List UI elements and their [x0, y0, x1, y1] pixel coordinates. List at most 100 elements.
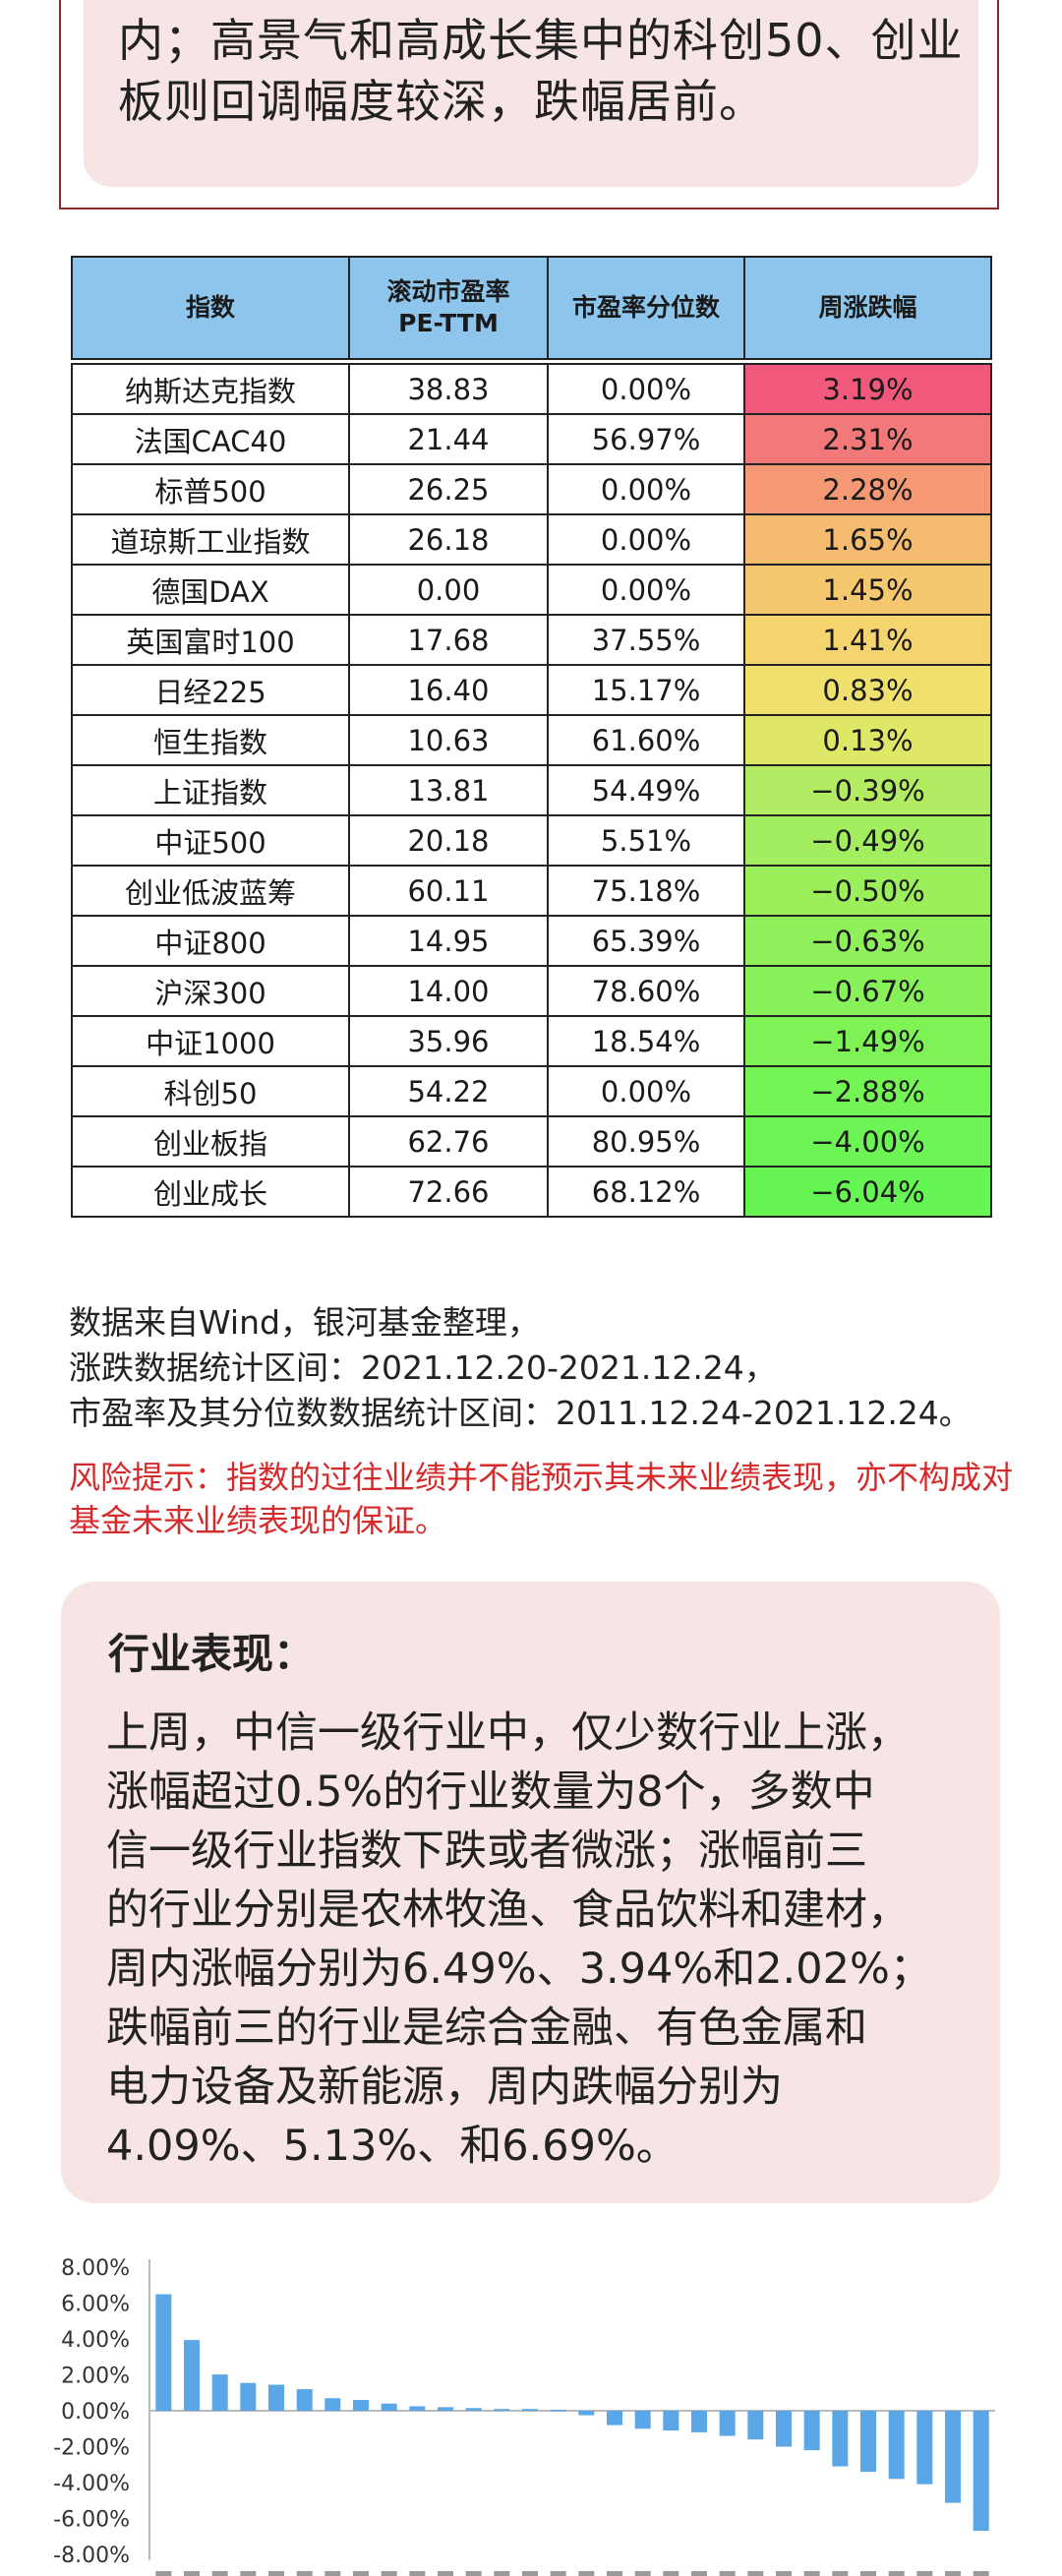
- cell-pe: 62.76: [348, 1115, 549, 1168]
- y-tick-label: -4.00%: [53, 2472, 130, 2496]
- category-label-stub: [409, 2571, 426, 2576]
- cell-index-name: 德国DAX: [71, 564, 350, 616]
- industry-line: 电力设备及新能源，周内跌幅分别为: [106, 2063, 783, 2112]
- header-pe-percentile: 市盈率分位数: [547, 256, 745, 360]
- chart-bar: [747, 2411, 764, 2440]
- cell-pe-percentile: 61.60%: [547, 714, 745, 766]
- cell-pe-percentile: 80.95%: [547, 1115, 745, 1168]
- category-label-stub: [719, 2571, 736, 2576]
- table-row: 恒生指数 10.63 61.60% 0.13%: [71, 714, 992, 766]
- cell-pe-percentile: 37.55%: [547, 614, 745, 666]
- cell-pe: 26.25: [348, 463, 549, 515]
- header-index: 指数: [71, 256, 350, 360]
- industry-line: 上周，中信一级行业中，仅少数行业上涨，: [106, 1708, 910, 1758]
- category-label-stub: [747, 2571, 764, 2576]
- y-tick-label: 2.00%: [61, 2365, 130, 2389]
- table-row: 科创50 54.22 0.00% −2.88%: [71, 1065, 992, 1117]
- cell-index-name: 恒生指数: [71, 714, 350, 766]
- cell-weekly-change: 2.28%: [743, 463, 992, 515]
- cell-weekly-change: −6.04%: [743, 1166, 992, 1218]
- y-tick-label: -2.00%: [53, 2436, 130, 2461]
- chart-bar: [719, 2411, 736, 2436]
- cell-weekly-change: 2.31%: [743, 413, 992, 465]
- industry-line: 的行业分别是农林牧渔、食品饮料和建材，: [106, 1886, 910, 1935]
- table-row: 沪深300 14.00 78.60% −0.67%: [71, 965, 992, 1017]
- category-label-stub: [240, 2571, 257, 2576]
- header-spacer-row: [72, 358, 991, 365]
- category-label-stub: [832, 2571, 849, 2576]
- note-line: 涨跌数据统计区间：2021.12.20-2021.12.24，: [69, 1348, 777, 1387]
- chart-bar: [607, 2411, 622, 2426]
- top-summary-line: 板则回调幅度较深，跌幅居前。: [118, 75, 765, 128]
- category-label-stub: [465, 2571, 482, 2576]
- cell-index-name: 道琼斯工业指数: [71, 513, 350, 566]
- table-row: 中证800 14.95 65.39% −0.63%: [71, 915, 992, 967]
- chart-bar: [438, 2407, 453, 2411]
- table-row: 中证500 20.18 5.51% −0.49%: [71, 814, 992, 867]
- cell-index-name: 中证1000: [71, 1015, 350, 1067]
- cell-index-name: 上证指数: [71, 764, 350, 816]
- cell-weekly-change: −0.50%: [743, 865, 992, 917]
- cell-weekly-change: −0.39%: [743, 764, 992, 816]
- category-label-stub: [945, 2571, 961, 2576]
- table-row: 法国CAC40 21.44 56.97% 2.31%: [71, 413, 992, 465]
- category-label-stub: [607, 2571, 622, 2576]
- chart-bar: [832, 2411, 849, 2467]
- header-pe-line2: PE-TTM: [398, 309, 499, 337]
- cell-pe: 26.18: [348, 513, 549, 566]
- category-label-stub: [578, 2571, 595, 2576]
- chart-bar: [465, 2408, 482, 2411]
- y-tick-label: 0.00%: [61, 2400, 130, 2425]
- category-label-stub: [888, 2571, 905, 2576]
- cell-pe-percentile: 0.00%: [547, 1065, 745, 1117]
- cell-weekly-change: 1.41%: [743, 614, 992, 666]
- y-tick-label: 4.00%: [61, 2328, 130, 2353]
- cell-pe: 72.66: [348, 1166, 549, 1218]
- header-pe-line1: 滚动市盈率: [386, 277, 510, 306]
- cell-pe-percentile: 0.00%: [547, 513, 745, 566]
- chart-bar: [945, 2411, 961, 2503]
- cell-index-name: 法国CAC40: [71, 413, 350, 465]
- table-row: 德国DAX 0.00 0.00% 1.45%: [71, 564, 992, 616]
- industry-line: 周内涨幅分别为6.49%、3.94%和2.02%；: [106, 1945, 932, 1994]
- top-panel-frame: [59, 0, 999, 210]
- cell-index-name: 英国富时100: [71, 614, 350, 666]
- cell-weekly-change: 1.45%: [743, 564, 992, 616]
- y-tick-label: 8.00%: [61, 2256, 130, 2281]
- chart-bar: [409, 2406, 426, 2411]
- cell-weekly-change: −0.67%: [743, 965, 992, 1017]
- cell-pe: 10.63: [348, 714, 549, 766]
- cell-index-name: 创业板指: [71, 1115, 350, 1168]
- table-row: 创业成长 72.66 68.12% −6.04%: [71, 1166, 992, 1218]
- chart-bar: [296, 2389, 313, 2411]
- chart-bar: [916, 2411, 933, 2485]
- industry-line: 4.09%、5.13%、和6.69%。: [106, 2122, 678, 2171]
- cell-weekly-change: −1.49%: [743, 1015, 992, 1067]
- category-label-stub: [916, 2571, 933, 2576]
- cell-pe: 17.68: [348, 614, 549, 666]
- cell-index-name: 标普500: [71, 463, 350, 515]
- cell-pe: 13.81: [348, 764, 549, 816]
- cell-pe-percentile: 56.97%: [547, 413, 745, 465]
- table-body: 纳斯达克指数 38.83 0.00% 3.19% 法国CAC40 21.44 56.97% 2…: [71, 358, 992, 1218]
- table-header-row: 指数 滚动市盈率 PE-TTM 市盈率分位数 周涨跌幅: [71, 256, 992, 360]
- category-label-stub: [776, 2571, 792, 2576]
- top-summary-text: 指数，周内跌幅依次变大，但都在1%以 内；高景气和高成长集中的科创50、创业 板…: [118, 0, 964, 132]
- chart-bar: [776, 2411, 792, 2447]
- cell-index-name: 沪深300: [71, 965, 350, 1017]
- category-label-stub: [973, 2571, 989, 2576]
- category-label-stub: [860, 2571, 876, 2576]
- cell-pe-percentile: 65.39%: [547, 915, 745, 967]
- top-summary-box: [84, 0, 978, 187]
- cell-pe-percentile: 0.00%: [547, 363, 745, 415]
- category-label-stub: [155, 2571, 172, 2576]
- cell-index-name: 纳斯达克指数: [71, 363, 350, 415]
- category-label-stub: [211, 2571, 228, 2576]
- cell-index-name: 科创50: [71, 1065, 350, 1117]
- cell-pe: 20.18: [348, 814, 549, 867]
- table-row: 英国富时100 17.68 37.55% 1.41%: [71, 614, 992, 666]
- cell-pe: 60.11: [348, 865, 549, 917]
- chart-bar: [860, 2411, 876, 2473]
- chart-bar: [211, 2374, 228, 2411]
- chart-bar: [691, 2411, 707, 2432]
